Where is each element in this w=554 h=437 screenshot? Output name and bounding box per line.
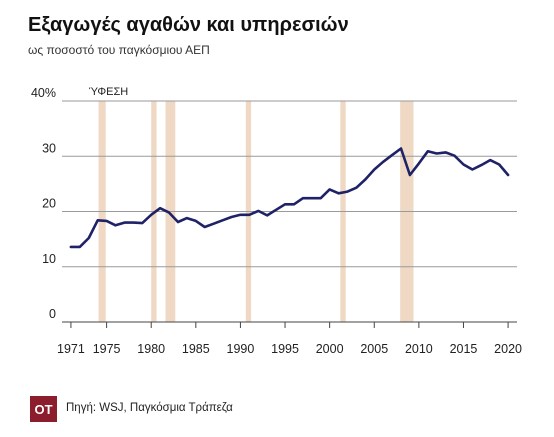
x-tick-label: 1971 <box>57 342 85 356</box>
data-point-1972 <box>79 246 81 248</box>
data-point-2017 <box>480 164 482 166</box>
data-point-1982 <box>168 211 170 213</box>
data-point-1989 <box>230 216 232 218</box>
source-note: Πηγή: WSJ, Παγκόσμια Τράπεζα <box>66 402 233 414</box>
gridlines <box>62 100 517 323</box>
data-point-1984 <box>186 217 188 219</box>
data-point-1990 <box>239 214 241 216</box>
x-tick-label: 1975 <box>93 342 121 356</box>
y-tick-label: 30 <box>42 141 56 155</box>
data-point-1971 <box>70 246 72 248</box>
publisher-logo: OT <box>30 396 57 422</box>
data-point-1986 <box>204 226 206 228</box>
data-point-1996 <box>293 203 295 205</box>
x-tick-label: 1985 <box>182 342 210 356</box>
data-point-2011 <box>427 150 429 152</box>
x-axis-ticks: 1971 1975 1980 1985 1990 1995 2000 2005 2010 2015… <box>57 322 522 356</box>
series-line <box>69 147 510 249</box>
data-point-1983 <box>177 221 179 223</box>
data-point-1998 <box>311 197 313 199</box>
data-point-2014 <box>453 154 455 156</box>
chart-subtitle: ως ποσοστό του παγκόσμιου ΑΕΠ <box>28 43 210 57</box>
data-point-2005 <box>373 168 375 170</box>
x-tick-label: 2020 <box>494 342 522 356</box>
data-point-2002 <box>346 190 348 192</box>
data-point-1975 <box>105 220 107 222</box>
data-point-2016 <box>471 168 473 170</box>
data-point-1993 <box>266 214 268 216</box>
data-point-1978 <box>132 221 134 223</box>
data-point-1980 <box>150 214 152 216</box>
line-chart: 0 10 20 30 40% 1971 1975 1980 1985 1990 1995 2000 2… <box>31 86 522 356</box>
x-tick-label: 1980 <box>137 342 165 356</box>
data-point-1976 <box>114 224 116 226</box>
data-point-1979 <box>141 222 143 224</box>
data-point-2008 <box>400 147 402 149</box>
x-tick-label: 2005 <box>360 342 388 356</box>
data-point-1991 <box>248 214 250 216</box>
data-point-2000 <box>328 188 330 190</box>
data-point-1995 <box>284 203 286 205</box>
data-point-2001 <box>337 192 339 194</box>
chart-title: Εξαγωγές αγαθών και υπηρεσιών <box>28 14 349 36</box>
data-point-2003 <box>355 187 357 189</box>
data-point-2019 <box>498 163 500 165</box>
data-point-1973 <box>88 237 90 239</box>
data-point-2015 <box>462 163 464 165</box>
data-point-1987 <box>212 222 214 224</box>
data-point-2012 <box>436 152 438 154</box>
recession-label: ΎΦΕΣΗ <box>89 86 129 98</box>
y-tick-label: 40% <box>31 86 56 100</box>
data-points <box>70 147 510 248</box>
x-tick-label: 1995 <box>271 342 299 356</box>
data-point-1999 <box>320 197 322 199</box>
data-point-2006 <box>382 161 384 163</box>
data-point-2007 <box>391 154 393 156</box>
y-tick-label: 10 <box>42 252 56 266</box>
data-point-1994 <box>275 209 277 211</box>
x-tick-label: 2010 <box>405 342 433 356</box>
data-point-1985 <box>195 220 197 222</box>
data-point-2004 <box>364 178 366 180</box>
y-tick-label: 0 <box>49 307 56 321</box>
data-point-1974 <box>96 219 98 221</box>
data-point-2020 <box>507 174 509 176</box>
x-tick-label: 1990 <box>227 342 255 356</box>
data-point-2018 <box>489 159 491 161</box>
data-point-1992 <box>257 210 259 212</box>
data-point-1981 <box>159 207 161 209</box>
data-point-1977 <box>123 221 125 223</box>
data-point-2009 <box>409 174 411 176</box>
data-point-2010 <box>418 162 420 164</box>
y-axis-ticks: 0 10 20 30 40% <box>31 86 56 321</box>
x-tick-label: 2015 <box>450 342 478 356</box>
data-point-1997 <box>302 197 304 199</box>
y-tick-label: 20 <box>42 197 56 211</box>
data-point-2013 <box>444 151 446 153</box>
data-point-1988 <box>221 219 223 221</box>
x-tick-label: 2000 <box>316 342 344 356</box>
